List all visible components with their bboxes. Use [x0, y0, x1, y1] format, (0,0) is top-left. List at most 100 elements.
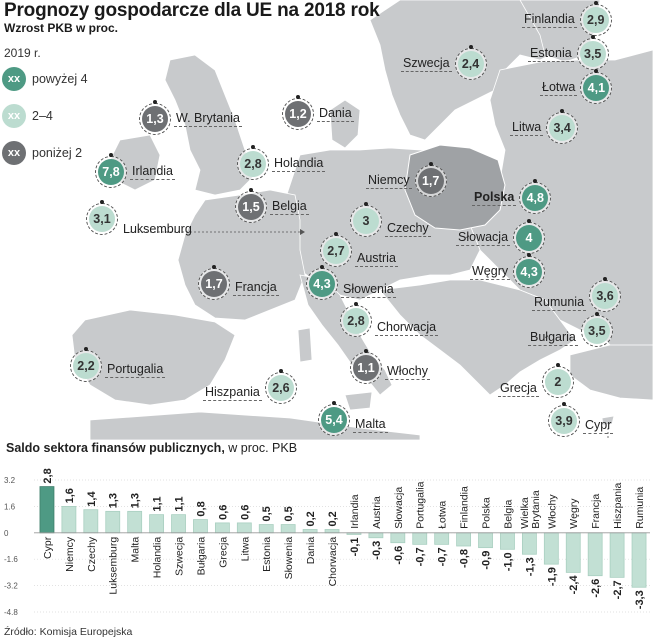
country-bubble: 1,3 [139, 100, 171, 135]
pin-icon [364, 349, 368, 353]
page-title: Prognozy gospodarcze dla UE na 2018 rok [4, 0, 380, 21]
country-name: Belgia [270, 199, 309, 215]
bar-value-label: 1,6 [64, 488, 76, 503]
pin-icon [249, 188, 253, 192]
country-bubble: 5,4 [318, 401, 350, 436]
country-marker-bulgaria: 3,5 Bułgaria [528, 312, 613, 347]
country-value: 1,7 [417, 168, 444, 194]
pin-icon [533, 179, 538, 183]
pin-icon [560, 109, 565, 113]
country-marker-dania: 1,2 Dania [282, 95, 354, 130]
legend-item-low: xx poniżej 2 [2, 141, 82, 165]
bar-category-label: Szwecja [174, 537, 186, 576]
pin-icon [212, 265, 216, 269]
pin-icon [296, 95, 300, 99]
bar-category-label: Brytania [530, 490, 542, 529]
country-marker-finlandia: 2,9 Finlandia [522, 1, 612, 36]
country-bubble: 4,3 [306, 265, 338, 300]
country-marker-cypr: 3,9 Cypr [548, 402, 614, 437]
bar-category-label: Niemcy [64, 536, 76, 572]
country-bubble: 1,1 [350, 349, 382, 384]
country-marker-malta: 5,4 Malta [318, 401, 388, 436]
country-name: Dania [317, 106, 354, 122]
country-marker-estonia: 3,5 Estonia [528, 35, 609, 70]
turkey-landmass [569, 344, 653, 401]
country-value: 5,4 [321, 407, 347, 433]
country-value: 3,5 [579, 41, 606, 67]
country-name: Słowenia [341, 282, 396, 298]
chart-title-main: Saldo sektora finansów publicznych, [6, 441, 225, 455]
country-value: 7,8 [98, 159, 124, 185]
bar-value-label: -0,9 [481, 551, 493, 570]
legend-item-mid: xx 2–4 [2, 104, 53, 128]
country-marker-francja: 1,7 Francja [198, 265, 279, 300]
country-name: Hiszpania [203, 385, 262, 401]
country-bubble: 4,1 [580, 69, 613, 104]
country-marker-hiszpania: 2,6 Hiszpania [203, 369, 297, 404]
country-value: 3,1 [89, 205, 115, 232]
balance-bar-chart: 3.2 1.6 0 -1.6 -3.2 -4.8 2,8 Cypr 1,6 Niemcy 1,4 Cz… [4, 468, 650, 617]
country-value: 2,6 [267, 375, 294, 401]
country-marker-polska: 4,8 Polska [472, 179, 552, 214]
pin-icon [278, 369, 283, 373]
bar [368, 532, 384, 539]
bar-category-label: Estonia [261, 537, 273, 572]
bar-category-label: Bułgaria [195, 537, 207, 576]
country-name: Chorwacja [375, 320, 439, 336]
pin-icon [153, 100, 157, 104]
bar-category-label: Wielka [519, 497, 531, 529]
country-marker-chorwacja: 2,8 Chorwacja [340, 302, 439, 337]
country-name: Holandia [272, 156, 326, 172]
bar [631, 532, 647, 588]
country-name: Włochy [385, 364, 430, 380]
bar-value-label: 1,1 [174, 496, 186, 511]
bar [214, 522, 230, 534]
country-bubble: 4,3 [513, 253, 546, 288]
country-name: Irlandia [130, 164, 175, 180]
pin-icon [594, 312, 599, 316]
bar-category-label: Polska [481, 497, 493, 529]
country-bubble: 2 [541, 363, 574, 398]
country-bubble: 1,5 [235, 188, 267, 223]
bar [412, 532, 428, 545]
country-value: 4 [516, 225, 543, 251]
bar-category-label: Cypr [42, 536, 54, 559]
country-marker-wlochy: 1,1 Włochy [350, 349, 430, 384]
bar-value-label: 0,6 [239, 505, 251, 520]
bar-category-label: Węgry [568, 498, 580, 529]
y-tick-label: 0 [4, 529, 9, 538]
bar-category-label: Rumunia [634, 487, 646, 529]
bar-value-label: 0,6 [217, 505, 229, 520]
bar-category-label: Hiszpania [612, 483, 624, 529]
bar [39, 486, 55, 534]
country-name: Bułgaria [528, 330, 578, 346]
bar [543, 532, 559, 565]
country-marker-slowenia: 4,3 Słowenia [306, 265, 396, 300]
bar-category-label: Holandia [152, 537, 164, 579]
bar [565, 532, 581, 573]
bar-value-label: 0,8 [195, 501, 207, 516]
bar-value-label: 1,4 [86, 491, 98, 507]
country-value: 1,5 [238, 194, 264, 220]
bar-category-label: Łotwa [437, 501, 449, 529]
country-marker-portugalia: 2,2 Portugalia [70, 347, 166, 382]
country-marker-belgia: 1,5 Belgia [235, 188, 309, 223]
bar-category-label: Czechy [86, 536, 98, 572]
bar [280, 524, 296, 534]
bar-value-label: -2,4 [568, 575, 580, 595]
pin-icon [100, 199, 104, 204]
country-name: Szwecja [401, 56, 452, 72]
country-value: 3,4 [549, 115, 576, 141]
country-value: 3,5 [583, 318, 610, 344]
country-value: 2,2 [73, 353, 99, 379]
country-value: 3,6 [592, 283, 619, 309]
country-marker-slowacja: 4 Słowacja [456, 219, 546, 254]
bar-value-label: 0,2 [305, 511, 317, 526]
country-marker-irlandia: 7,8 Irlandia [95, 153, 175, 188]
bar-value-label: -2,6 [590, 579, 602, 598]
legend-badge: xx [2, 104, 26, 128]
country-marker-niemcy: 1,7 Niemcy [366, 162, 447, 197]
bar [324, 529, 340, 534]
legend-badge: xx [2, 141, 26, 165]
bar-value-label: -2,7 [612, 580, 624, 599]
